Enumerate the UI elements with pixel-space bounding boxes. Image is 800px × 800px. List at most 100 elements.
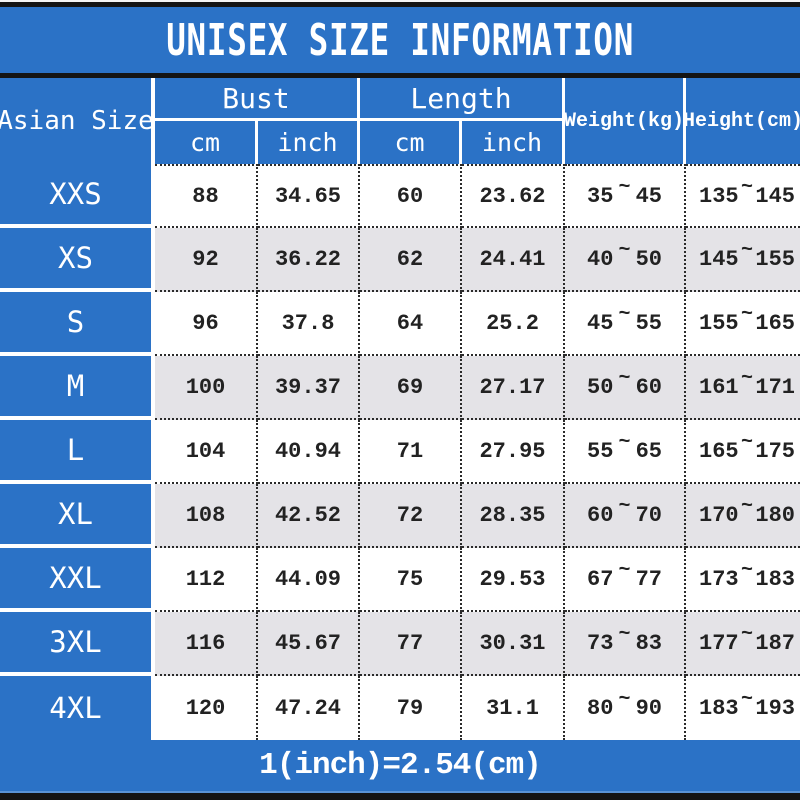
weight-range: 60 ~70 [565, 484, 686, 548]
bust-cm-value: 116 [155, 612, 258, 676]
height-max: 155 [755, 246, 795, 272]
tilde-symbol: ~ [740, 430, 753, 454]
height-max: 145 [755, 183, 795, 209]
tilde-symbol: ~ [618, 558, 631, 582]
header-bust: Bust [155, 78, 360, 121]
height-range: 165 ~175 [686, 420, 800, 484]
weight-min: 40 [587, 246, 614, 272]
size-label: 3XL [0, 612, 155, 676]
table-row-4xl: 4XL 120 47.24 79 31.1 80 ~90 183 ~193 [0, 676, 800, 740]
height-range: 135 ~145 [686, 164, 800, 228]
length-inch-value: 30.31 [462, 612, 565, 676]
weight-range: 67 ~77 [565, 548, 686, 612]
height-max: 165 [755, 310, 795, 336]
length-cm-value: 64 [360, 292, 462, 356]
bust-inch-value: 42.52 [258, 484, 360, 548]
height-max: 187 [755, 630, 795, 656]
bust-inch-value: 47.24 [258, 676, 360, 740]
footer-band: 1(inch)=2.54(cm) [0, 740, 800, 793]
height-min: 135 [699, 183, 739, 209]
bust-cm-value: 108 [155, 484, 258, 548]
tilde-symbol: ~ [618, 622, 631, 646]
weight-max: 60 [635, 374, 662, 400]
tilde-symbol: ~ [618, 430, 631, 454]
size-label: XXS [0, 164, 155, 228]
height-max: 183 [755, 566, 795, 592]
table-row-xxl: XXL 112 44.09 75 29.53 67 ~77 173 ~183 [0, 548, 800, 612]
height-range: 173 ~183 [686, 548, 800, 612]
length-inch-value: 27.17 [462, 356, 565, 420]
tilde-symbol: ~ [618, 302, 631, 326]
length-cm-value: 77 [360, 612, 462, 676]
top-border [0, 0, 800, 7]
tilde-symbol: ~ [740, 175, 753, 199]
height-min: 161 [699, 374, 739, 400]
tilde-symbol: ~ [740, 302, 753, 326]
bust-cm-value: 112 [155, 548, 258, 612]
bust-inch-value: 37.8 [258, 292, 360, 356]
tilde-symbol: ~ [740, 494, 753, 518]
length-cm-value: 72 [360, 484, 462, 548]
weight-max: 70 [635, 502, 662, 528]
length-cm-value: 75 [360, 548, 462, 612]
weight-min: 45 [587, 310, 614, 336]
tilde-symbol: ~ [618, 366, 631, 390]
header-length-cm-unit: cm [360, 121, 462, 164]
bust-inch-value: 44.09 [258, 548, 360, 612]
height-min: 177 [699, 630, 739, 656]
table-header: Asian Size Bust Length Weight(kg) Height… [0, 78, 800, 164]
weight-min: 60 [587, 502, 614, 528]
size-label: XS [0, 228, 155, 292]
height-min: 155 [699, 310, 739, 336]
bust-cm-value: 120 [155, 676, 258, 740]
length-cm-value: 71 [360, 420, 462, 484]
size-table-body: XXS 88 34.65 60 23.62 35 ~45 135 ~145 XS 9… [0, 164, 800, 740]
weight-max: 55 [635, 310, 662, 336]
bust-cm-value: 88 [155, 164, 258, 228]
table-row-3xl: 3XL 116 45.67 77 30.31 73 ~83 177 ~187 [0, 612, 800, 676]
weight-max: 45 [635, 183, 662, 209]
size-label: L [0, 420, 155, 484]
length-inch-value: 28.35 [462, 484, 565, 548]
bust-cm-value: 92 [155, 228, 258, 292]
height-max: 180 [755, 502, 795, 528]
weight-range: 73 ~83 [565, 612, 686, 676]
bust-inch-value: 36.22 [258, 228, 360, 292]
length-inch-value: 31.1 [462, 676, 565, 740]
height-max: 193 [755, 695, 795, 721]
weight-min: 73 [587, 630, 614, 656]
title-separator [0, 73, 800, 78]
weight-range: 50 ~60 [565, 356, 686, 420]
header-height-cm: Height(cm) [683, 78, 800, 164]
header-length-inch-unit: inch [462, 121, 565, 164]
header-bust-cm-unit: cm [155, 121, 258, 164]
bust-inch-value: 39.37 [258, 356, 360, 420]
header-bust-inch-unit: inch [258, 121, 360, 164]
weight-max: 77 [635, 566, 662, 592]
header-weight-kg: Weight(kg) [564, 78, 686, 164]
weight-range: 45 ~55 [565, 292, 686, 356]
table-row-l: L 104 40.94 71 27.95 55 ~65 165 ~175 [0, 420, 800, 484]
tilde-symbol: ~ [618, 494, 631, 518]
length-cm-value: 69 [360, 356, 462, 420]
weight-range: 35 ~45 [565, 164, 686, 228]
length-cm-value: 62 [360, 228, 462, 292]
weight-min: 50 [587, 374, 614, 400]
height-range: 145 ~155 [686, 228, 800, 292]
height-range: 161 ~171 [686, 356, 800, 420]
size-label: XL [0, 484, 155, 548]
weight-range: 55 ~65 [565, 420, 686, 484]
header-asian-size: Asian Size [0, 78, 155, 164]
weight-max: 65 [635, 438, 662, 464]
size-label: S [0, 292, 155, 356]
weight-max: 83 [635, 630, 662, 656]
page-title: UNISEX SIZE INFORMATION [166, 14, 634, 66]
weight-min: 67 [587, 566, 614, 592]
bust-inch-value: 34.65 [258, 164, 360, 228]
height-min: 173 [699, 566, 739, 592]
weight-max: 90 [635, 695, 662, 721]
length-inch-value: 24.41 [462, 228, 565, 292]
bust-cm-value: 104 [155, 420, 258, 484]
weight-min: 35 [587, 183, 614, 209]
tilde-symbol: ~ [618, 687, 631, 711]
